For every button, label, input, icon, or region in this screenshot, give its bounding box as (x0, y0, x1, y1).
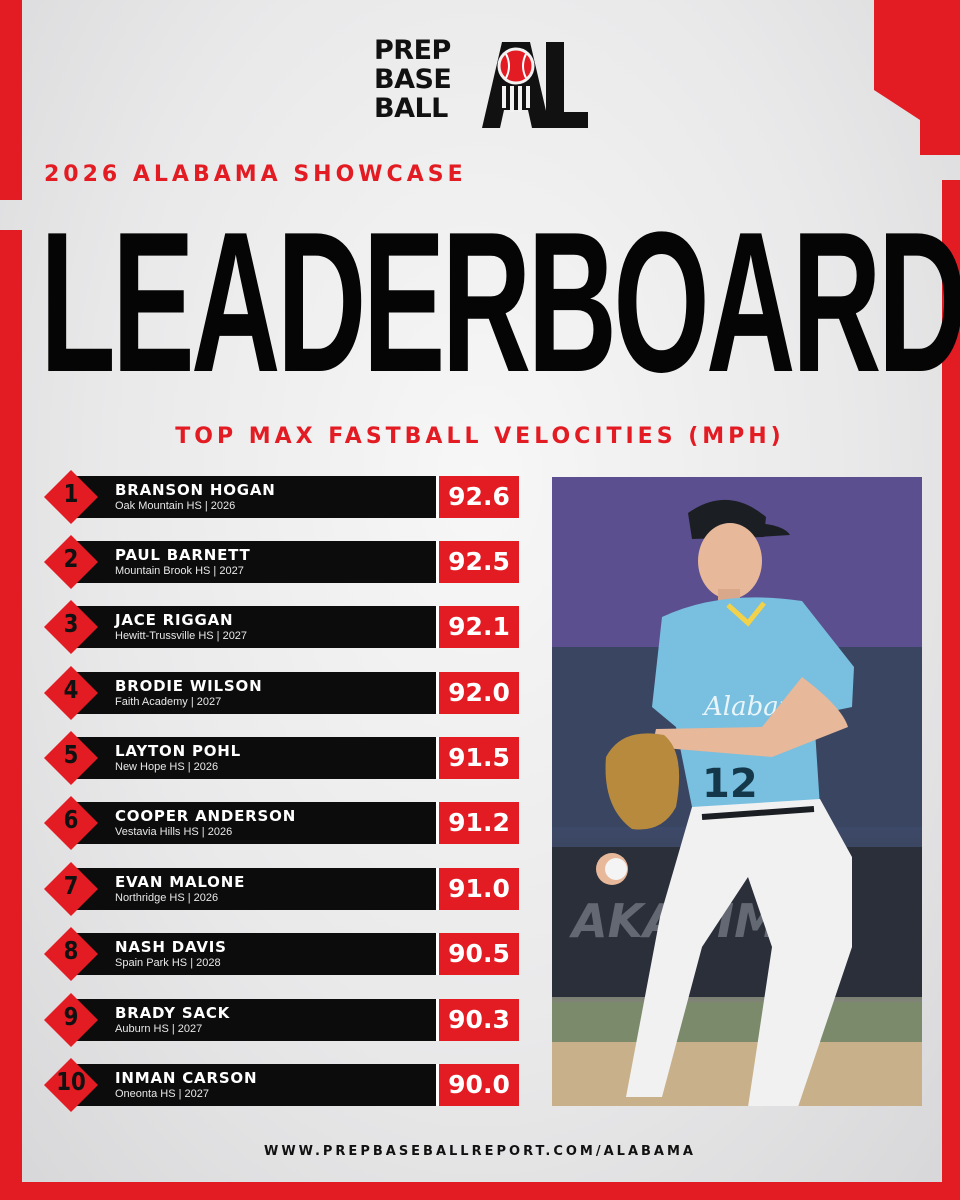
velocity-value: 91.0 (436, 868, 519, 910)
list-item: 3 JACE RIGGAN Hewitt-Trussville HS | 202… (44, 600, 519, 654)
page-title: LEADERBOARD (40, 191, 960, 414)
red-edge-stripe (0, 1182, 960, 1200)
player-school-year: Spain Park HS | 2028 (115, 957, 221, 969)
velocity-value: 90.0 (436, 1064, 519, 1106)
player-school-year: Auburn HS | 2027 (115, 1023, 203, 1035)
player-name: EVAN MALONE (115, 873, 246, 891)
list-item: 1 BRANSON HOGAN Oak Mountain HS | 2026 9… (44, 470, 519, 524)
player-school-year: Mountain Brook HS | 2027 (115, 565, 244, 577)
pitcher-illustration: AKADIMI Alabama 12 (552, 477, 922, 1106)
list-item: 5 LAYTON POHL New Hope HS | 2026 91.5 (44, 731, 519, 785)
player-name: PAUL BARNETT (115, 546, 251, 564)
velocity-value: 90.5 (436, 933, 519, 975)
player-school-year: Oak Mountain HS | 2026 (115, 500, 236, 512)
rank-number: 2 (63, 544, 79, 573)
list-item: 8 NASH DAVIS Spain Park HS | 2028 90.5 (44, 927, 519, 981)
player-school-year: Oneonta HS | 2027 (115, 1088, 209, 1100)
velocity-value: 92.6 (436, 476, 519, 518)
logo-line: BALL (374, 93, 448, 124)
player-name: BRANSON HOGAN (115, 481, 276, 499)
list-item: 10 INMAN CARSON Oneonta HS | 2027 90.0 (44, 1058, 519, 1112)
red-edge-stripe (0, 0, 22, 200)
list-item: 9 BRADY SACK Auburn HS | 2027 90.3 (44, 993, 519, 1047)
velocity-value: 91.5 (436, 737, 519, 779)
player-school-year: Faith Academy | 2027 (115, 696, 222, 708)
rank-number: 3 (63, 609, 79, 638)
list-item: 6 COOPER ANDERSON Vestavia Hills HS | 20… (44, 796, 519, 850)
player-school-year: Hewitt-Trussville HS | 2027 (115, 630, 248, 642)
player-name: COOPER ANDERSON (115, 807, 297, 825)
player-name: JACE RIGGAN (115, 611, 234, 629)
list-item: 4 BRODIE WILSON Faith Academy | 2027 92.… (44, 666, 519, 720)
velocity-value: 92.1 (436, 606, 519, 648)
al-baseball-logo-icon (482, 42, 588, 128)
event-title: 2026 ALABAMA SHOWCASE (44, 162, 467, 187)
player-school-year: New Hope HS | 2026 (115, 761, 219, 773)
rank-number: 10 (56, 1067, 86, 1096)
player-school-year: Northridge HS | 2026 (115, 892, 219, 904)
rank-number: 4 (63, 675, 79, 704)
rank-number: 9 (63, 1002, 79, 1031)
red-edge-stripe (942, 180, 960, 1200)
player-name: BRADY SACK (115, 1004, 231, 1022)
jersey-number: 12 (702, 761, 758, 807)
velocity-value: 91.2 (436, 802, 519, 844)
list-item: 7 EVAN MALONE Northridge HS | 2026 91.0 (44, 862, 519, 916)
player-name: LAYTON POHL (115, 742, 242, 760)
velocity-value: 92.5 (436, 541, 519, 583)
player-name: NASH DAVIS (115, 938, 227, 956)
prep-baseball-logo: PREP BASE BALL (374, 36, 588, 132)
player-name: BRODIE WILSON (115, 677, 263, 695)
player-photo: AKADIMI Alabama 12 (552, 477, 922, 1106)
rank-number: 7 (63, 871, 79, 900)
player-school-year: Vestavia Hills HS | 2026 (115, 826, 233, 838)
rank-number: 8 (63, 936, 79, 965)
velocity-value: 90.3 (436, 999, 519, 1041)
red-edge-stripe (920, 0, 960, 155)
list-item: 2 PAUL BARNETT Mountain Brook HS | 2027 … (44, 535, 519, 589)
red-edge-stripe (874, 0, 920, 120)
footer-url[interactable]: WWW.PREPBASEBALLREPORT.COM/ALABAMA (264, 1144, 696, 1159)
velocity-value: 92.0 (436, 672, 519, 714)
logo-line: PREP (374, 35, 451, 66)
metric-title: TOP MAX FASTBALL VELOCITIES (MPH) (175, 424, 785, 449)
red-edge-stripe (0, 230, 22, 1200)
logo-wordmark: PREP BASE BALL (374, 36, 474, 123)
rank-number: 5 (63, 740, 79, 769)
logo-line: BASE (374, 64, 452, 95)
player-name: INMAN CARSON (115, 1069, 258, 1087)
rank-number: 1 (63, 479, 79, 508)
rank-number: 6 (63, 805, 79, 834)
